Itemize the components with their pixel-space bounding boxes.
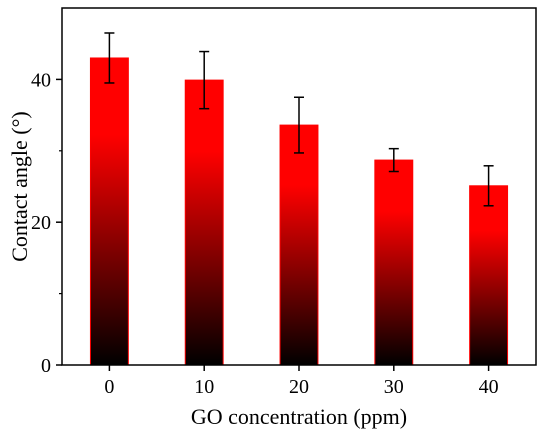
y-tick-label-40: 40 [31, 69, 51, 91]
bar-30 [374, 159, 414, 366]
x-tick-label-10: 10 [194, 376, 214, 398]
y-tick-label-0: 0 [41, 355, 51, 377]
x-tick-label-40: 40 [479, 376, 499, 398]
bar-20 [279, 124, 319, 366]
x-tick-label-0: 0 [104, 376, 114, 398]
x-tick-label-20: 20 [289, 376, 309, 398]
bar-40 [469, 185, 509, 366]
y-tick-label-20: 20 [31, 212, 51, 234]
x-tick-label-30: 30 [384, 376, 404, 398]
y-axis-title: Contact angle (°) [7, 111, 32, 262]
x-axis-title: GO concentration (ppm) [191, 404, 407, 429]
ticks-layer: 0 10 20 30 40 0 20 40 [31, 69, 499, 398]
error-bars-layer [104, 32, 494, 207]
bar-0 [89, 57, 129, 366]
bar-10 [184, 79, 224, 366]
